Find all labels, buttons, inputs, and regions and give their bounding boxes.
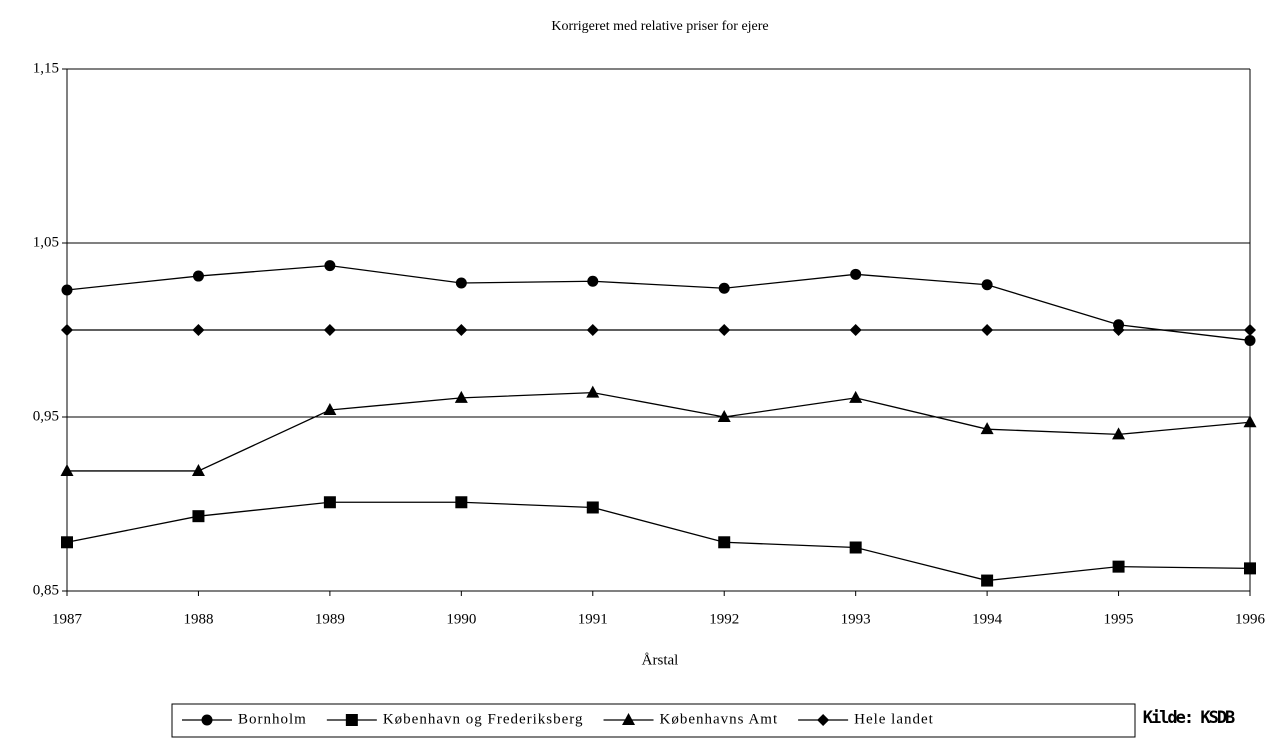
legend-label: Københavns Amt bbox=[660, 711, 779, 727]
marker bbox=[981, 279, 993, 291]
marker bbox=[191, 463, 205, 476]
series-line bbox=[66, 264, 1251, 342]
marker bbox=[1244, 562, 1256, 575]
x-tick-label: 1995 bbox=[1104, 611, 1134, 627]
marker bbox=[60, 463, 74, 476]
marker bbox=[981, 574, 994, 587]
marker bbox=[61, 324, 73, 336]
x-tick-label: 1989 bbox=[315, 611, 345, 627]
y-tick-label: 1,15 bbox=[33, 60, 59, 76]
marker bbox=[192, 270, 204, 282]
x-tick-label: 1990 bbox=[446, 611, 476, 627]
x-axis-label: Årstal bbox=[642, 652, 679, 668]
x-tick-label: 1987 bbox=[52, 611, 83, 627]
legend-marker bbox=[201, 714, 213, 726]
x-tick-label: 1994 bbox=[972, 611, 1003, 627]
marker bbox=[718, 324, 731, 336]
marker bbox=[323, 324, 336, 336]
marker bbox=[586, 324, 599, 336]
legend-box bbox=[171, 703, 1136, 738]
marker bbox=[323, 403, 337, 416]
marker bbox=[61, 536, 73, 549]
y-tick-label: 0,95 bbox=[33, 408, 59, 424]
y-tick-label: 0,85 bbox=[33, 582, 59, 598]
legend-marker bbox=[817, 714, 830, 726]
marker bbox=[192, 510, 205, 523]
marker bbox=[586, 385, 600, 398]
x-tick-label: 1996 bbox=[1235, 611, 1266, 627]
marker bbox=[454, 390, 468, 403]
marker bbox=[455, 496, 468, 509]
marker bbox=[192, 324, 205, 336]
legend-marker bbox=[345, 714, 358, 726]
marker bbox=[849, 324, 862, 336]
legend-label: København og Frederiksberg bbox=[383, 711, 584, 727]
marker bbox=[1243, 415, 1257, 428]
marker bbox=[586, 501, 599, 514]
x-tick-label: 1991 bbox=[578, 611, 608, 627]
marker bbox=[718, 536, 731, 549]
marker bbox=[849, 541, 862, 554]
x-tick-label: 1992 bbox=[709, 611, 739, 627]
marker bbox=[61, 284, 73, 296]
marker bbox=[455, 324, 468, 336]
series-line bbox=[67, 391, 1251, 472]
series-line bbox=[66, 501, 1251, 582]
marker bbox=[1112, 324, 1125, 336]
marker bbox=[980, 422, 994, 435]
x-tick-label: 1988 bbox=[183, 611, 213, 627]
marker bbox=[1244, 324, 1256, 336]
legend-label: Bornholm bbox=[238, 711, 307, 727]
chart-title: Korrigeret med relative priser for ejere bbox=[551, 19, 768, 34]
marker bbox=[849, 390, 863, 403]
marker bbox=[324, 260, 336, 272]
source: Kilde: KSDB bbox=[1143, 708, 1235, 728]
legend-label: Hele landet bbox=[854, 711, 934, 727]
marker bbox=[1112, 427, 1126, 440]
x-tick-label: 1993 bbox=[841, 611, 871, 627]
marker bbox=[323, 496, 336, 509]
marker bbox=[717, 410, 731, 422]
marker bbox=[981, 324, 994, 336]
marker bbox=[455, 277, 467, 289]
y-tick-label: 1,05 bbox=[33, 234, 59, 250]
marker bbox=[850, 268, 862, 280]
marker bbox=[718, 282, 730, 294]
legend-marker bbox=[622, 713, 636, 725]
marker bbox=[1244, 334, 1256, 346]
marker bbox=[1112, 560, 1125, 573]
marker bbox=[587, 275, 599, 287]
